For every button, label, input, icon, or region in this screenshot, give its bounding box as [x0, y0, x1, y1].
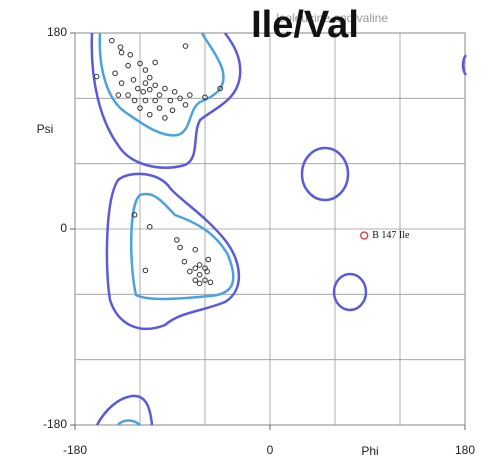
data-point [187, 92, 193, 98]
data-point [182, 102, 189, 108]
data-point [169, 107, 176, 114]
data-point [202, 277, 208, 283]
outer-contour [300, 146, 350, 202]
data-point [196, 262, 203, 268]
x-tick-label: -180 [63, 443, 87, 457]
data-point [142, 80, 149, 86]
data-point [140, 89, 147, 95]
data-point [146, 111, 153, 118]
outer-contour [95, 394, 154, 426]
outer-contour [90, 32, 242, 169]
data-point [192, 277, 199, 283]
chart-subtitle: Isoleucine and valine [276, 11, 388, 25]
data-point [142, 67, 149, 73]
data-point [177, 244, 183, 251]
outer-contour [461, 54, 468, 76]
data-point [142, 97, 149, 104]
data-point [142, 267, 149, 274]
data-point [162, 85, 168, 92]
data-point [146, 224, 153, 230]
chart-title: Ile/Val [251, 4, 359, 46]
data-point [187, 268, 193, 275]
inner-contour [129, 192, 235, 301]
annotation-point [360, 231, 369, 240]
y-tick-label: 180 [47, 25, 67, 39]
data-point [115, 92, 122, 98]
contours [90, 32, 468, 426]
data-point [152, 97, 158, 104]
data-point [137, 105, 143, 111]
y-axis-label: Psi [37, 122, 54, 136]
data-point [135, 85, 141, 92]
data-point [152, 82, 158, 89]
data-point [109, 37, 115, 44]
points [93, 37, 223, 287]
data-point [205, 256, 212, 263]
data-point [118, 80, 125, 86]
data-point [167, 97, 174, 104]
data-point [156, 92, 163, 98]
data-point [131, 97, 138, 104]
data-point [125, 92, 131, 98]
data-point [202, 94, 208, 101]
inner-contour [98, 32, 225, 137]
data-point [137, 60, 143, 67]
data-point [207, 279, 214, 286]
data-point [131, 212, 138, 218]
data-point [192, 265, 199, 272]
annotation-label: B 147 Ile [372, 230, 410, 241]
data-point [156, 105, 163, 111]
y-tick-label: -180 [43, 417, 67, 431]
data-point [217, 85, 223, 92]
outer-contour [332, 272, 368, 312]
data-point [162, 115, 168, 121]
y-tick-label: 0 [60, 221, 67, 235]
inner-contour [117, 419, 141, 426]
x-tick-label: 0 [267, 443, 274, 457]
data-point [181, 258, 188, 265]
data-point [93, 73, 100, 80]
data-point [177, 95, 183, 102]
data-point [192, 246, 199, 253]
data-point [118, 49, 125, 56]
outer-contour [105, 172, 241, 331]
data-point [174, 237, 180, 243]
data-point [112, 70, 118, 77]
data-point [130, 77, 137, 83]
x-tick-label: 180 [455, 443, 475, 457]
data-point [182, 43, 189, 49]
data-point [146, 74, 153, 81]
data-point [127, 51, 134, 58]
data-point [171, 89, 178, 95]
data-point [117, 44, 124, 50]
x-axis-label: Phi [361, 444, 378, 458]
data-point [196, 280, 203, 287]
data-point [146, 86, 153, 93]
data-point [196, 271, 203, 278]
data-point [152, 59, 158, 66]
data-point [125, 62, 131, 69]
data-point [204, 268, 210, 275]
